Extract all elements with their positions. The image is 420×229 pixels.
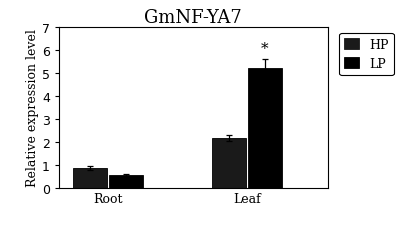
Bar <box>73 168 107 188</box>
Y-axis label: Relative expression level: Relative expression level <box>26 29 39 186</box>
Legend: HP, LP: HP, LP <box>339 34 394 76</box>
Title: GmNF-YA7: GmNF-YA7 <box>144 9 242 27</box>
Bar <box>212 139 246 188</box>
Bar <box>109 175 143 188</box>
Bar <box>248 69 282 188</box>
Text: *: * <box>261 41 269 55</box>
